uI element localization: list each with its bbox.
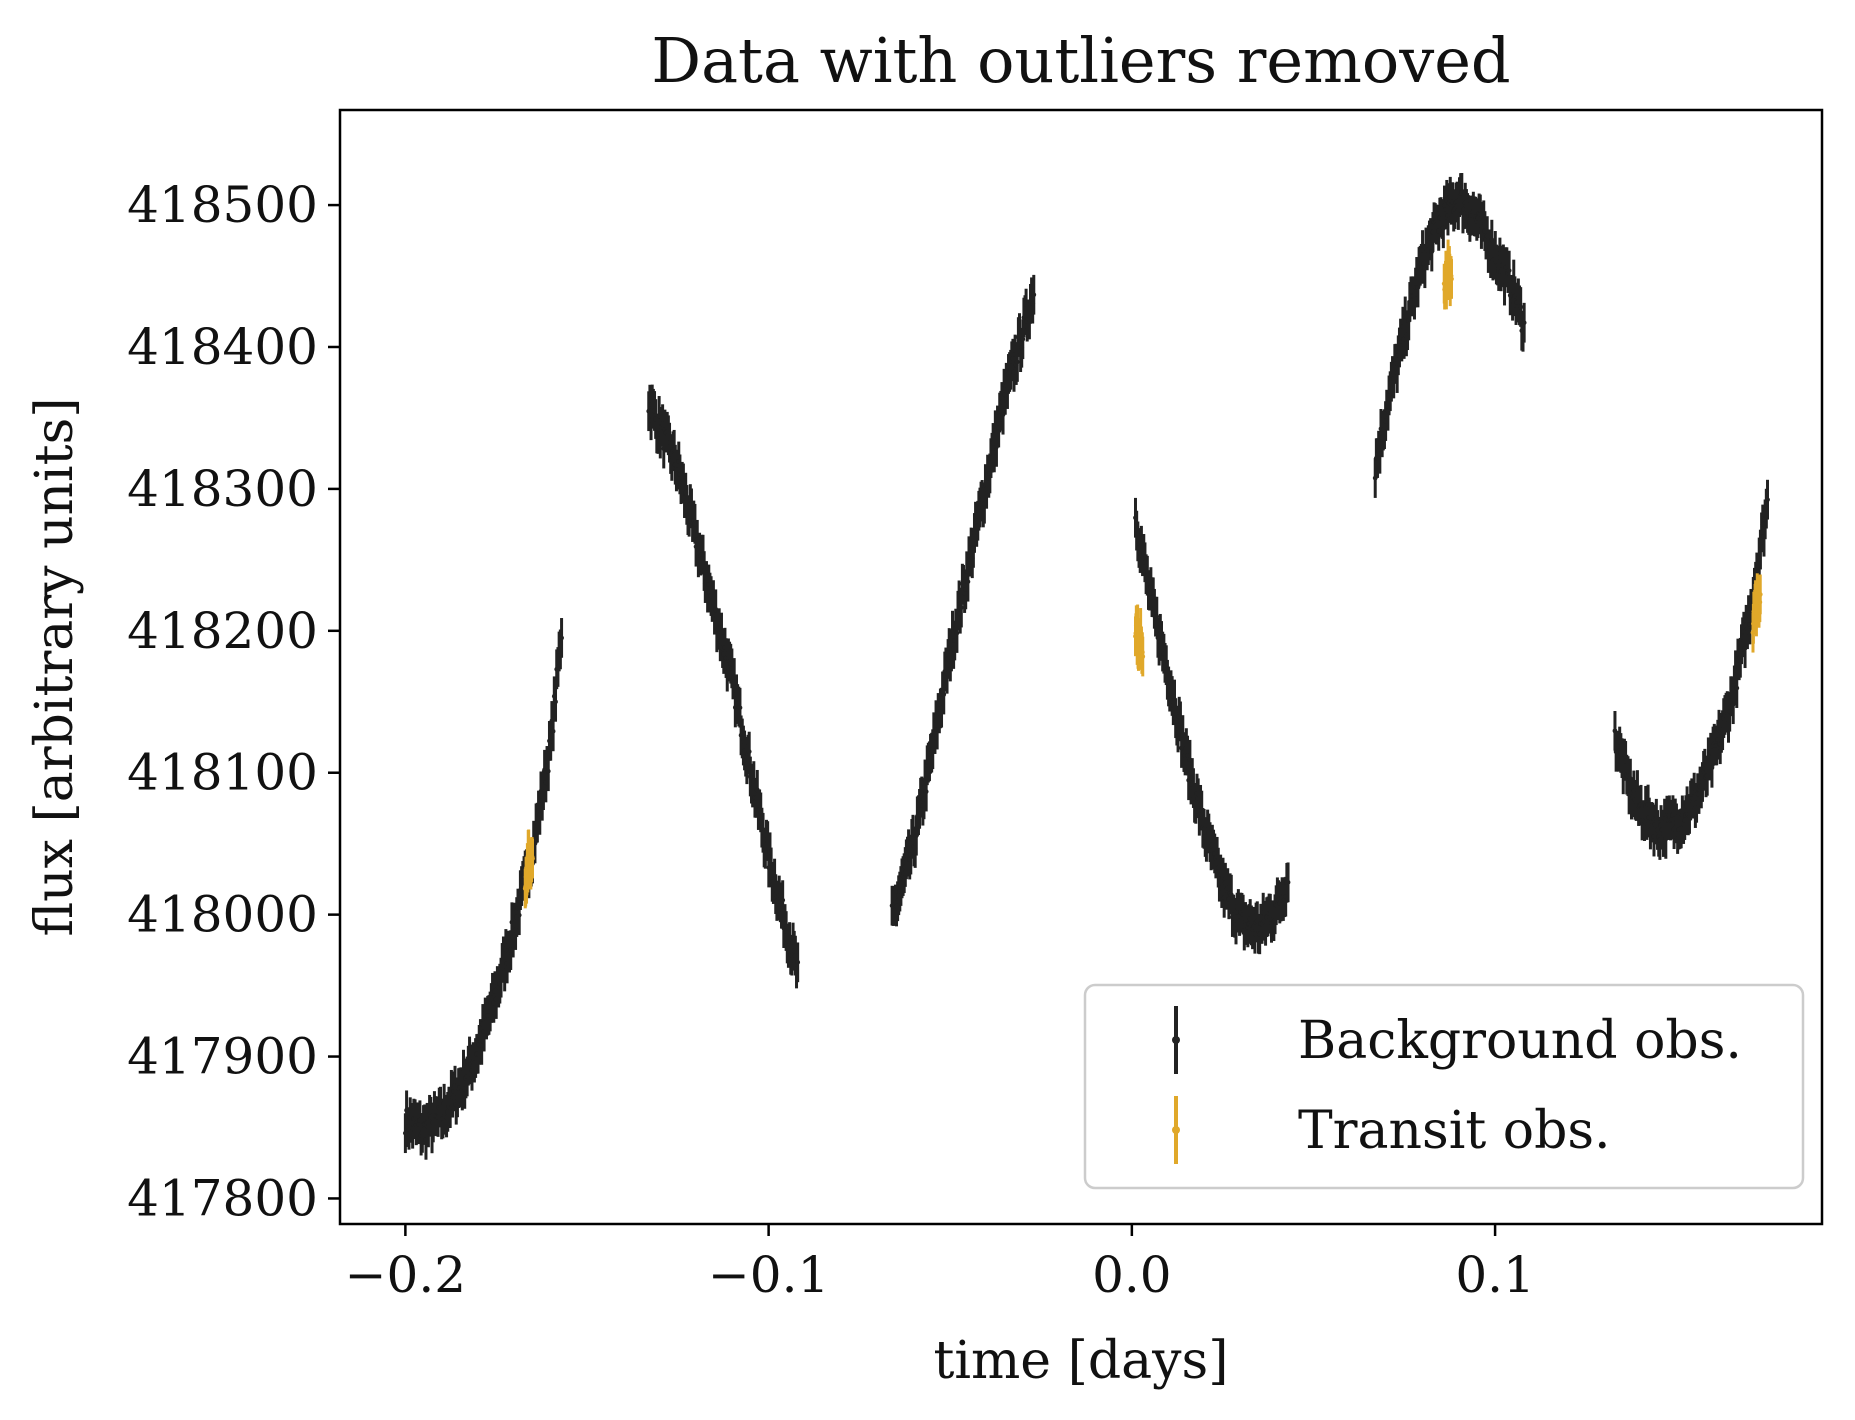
y-tick-label: 418400 — [127, 318, 318, 376]
data-point — [516, 912, 522, 918]
data-point — [545, 768, 551, 774]
x-tick-label: −0.2 — [345, 1246, 466, 1304]
data-point — [1285, 879, 1291, 885]
legend-label: Transit obs. — [1298, 1101, 1611, 1161]
x-tick-label: 0.0 — [1092, 1246, 1172, 1304]
x-tick-label: 0.1 — [1455, 1246, 1535, 1304]
legend-marker-dot — [1172, 1126, 1180, 1134]
data-point — [958, 605, 964, 610]
data-point — [559, 635, 564, 641]
data-point — [1020, 336, 1026, 342]
data-point — [965, 579, 971, 585]
y-tick-label: 418200 — [127, 602, 318, 660]
data-point — [737, 705, 743, 711]
data-point — [1449, 276, 1454, 282]
y-tick-label: 418500 — [127, 176, 318, 234]
data-point — [923, 789, 929, 794]
data-point — [1154, 614, 1160, 620]
data-point — [1506, 268, 1512, 274]
y-tick-label: 418000 — [127, 886, 318, 944]
data-point — [954, 630, 960, 636]
y-tick-label: 417800 — [127, 1169, 318, 1227]
legend-box — [1083, 983, 1805, 1190]
x-axis-label: time [days] — [933, 1331, 1228, 1391]
series-layer — [402, 172, 1770, 1160]
legend-marker-dot — [1172, 1036, 1180, 1044]
y-tick-label: 417900 — [127, 1028, 318, 1086]
series-transit — [522, 239, 1763, 909]
data-point — [550, 728, 556, 734]
data-point — [530, 856, 535, 861]
legend-items: Background obs. Transit obs. — [1172, 1006, 1742, 1164]
data-point — [1140, 654, 1146, 659]
data-point — [746, 749, 752, 755]
data-point — [780, 897, 786, 903]
chart-title: Data with outliers removed — [651, 24, 1510, 97]
y-axis-label: flux [arbitrary units] — [25, 397, 85, 936]
data-point — [941, 692, 947, 697]
plot-frame — [338, 108, 1824, 1226]
data-point — [1757, 591, 1763, 597]
legend-label: Background obs. — [1298, 1011, 1742, 1071]
y-tick-label: 418100 — [127, 744, 318, 802]
y-axis-ticks: 417800 417900 418000 418100 418200 418300 4184… — [127, 176, 340, 1227]
data-point — [795, 959, 801, 965]
data-point — [1709, 765, 1715, 771]
legend: Background obs. Transit obs. — [1083, 983, 1805, 1190]
x-tick-label: −0.1 — [708, 1246, 829, 1304]
data-point — [1014, 359, 1020, 365]
data-point — [553, 699, 558, 705]
data-point — [1031, 292, 1037, 298]
y-tick-label: 418300 — [127, 460, 318, 518]
data-point — [1518, 304, 1524, 310]
data-point — [1734, 685, 1740, 691]
x-axis-ticks: −0.2 −0.1 0.0 0.1 — [345, 1224, 1535, 1304]
data-point — [1765, 497, 1770, 503]
data-point — [1521, 320, 1527, 326]
